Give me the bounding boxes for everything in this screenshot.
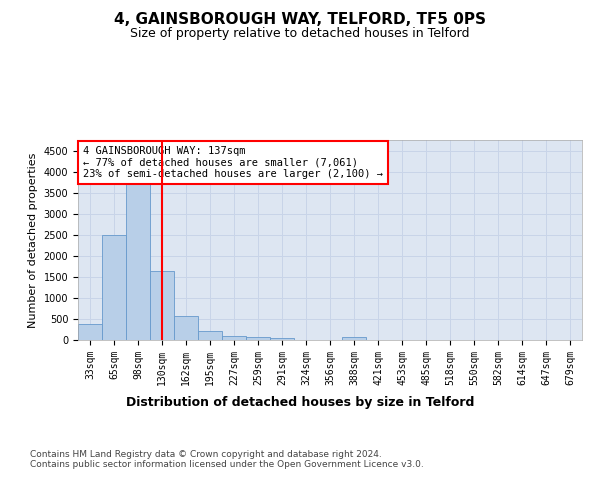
Bar: [246, 338, 270, 340]
Bar: [102, 234, 126, 340]
Bar: [126, 182, 150, 340]
Bar: [150, 270, 174, 340]
Bar: [222, 336, 246, 340]
Bar: [174, 316, 198, 340]
Bar: [342, 338, 366, 340]
Y-axis label: Number of detached properties: Number of detached properties: [28, 152, 38, 328]
Text: 4, GAINSBOROUGH WAY, TELFORD, TF5 0PS: 4, GAINSBOROUGH WAY, TELFORD, TF5 0PS: [114, 12, 486, 28]
Text: Contains HM Land Registry data © Crown copyright and database right 2024.
Contai: Contains HM Land Registry data © Crown c…: [30, 450, 424, 469]
Bar: [198, 330, 222, 340]
Text: Size of property relative to detached houses in Telford: Size of property relative to detached ho…: [130, 28, 470, 40]
Bar: [270, 338, 294, 340]
Text: Distribution of detached houses by size in Telford: Distribution of detached houses by size …: [126, 396, 474, 409]
Bar: [78, 324, 102, 340]
Text: 4 GAINSBOROUGH WAY: 137sqm
← 77% of detached houses are smaller (7,061)
23% of s: 4 GAINSBOROUGH WAY: 137sqm ← 77% of deta…: [83, 146, 383, 179]
